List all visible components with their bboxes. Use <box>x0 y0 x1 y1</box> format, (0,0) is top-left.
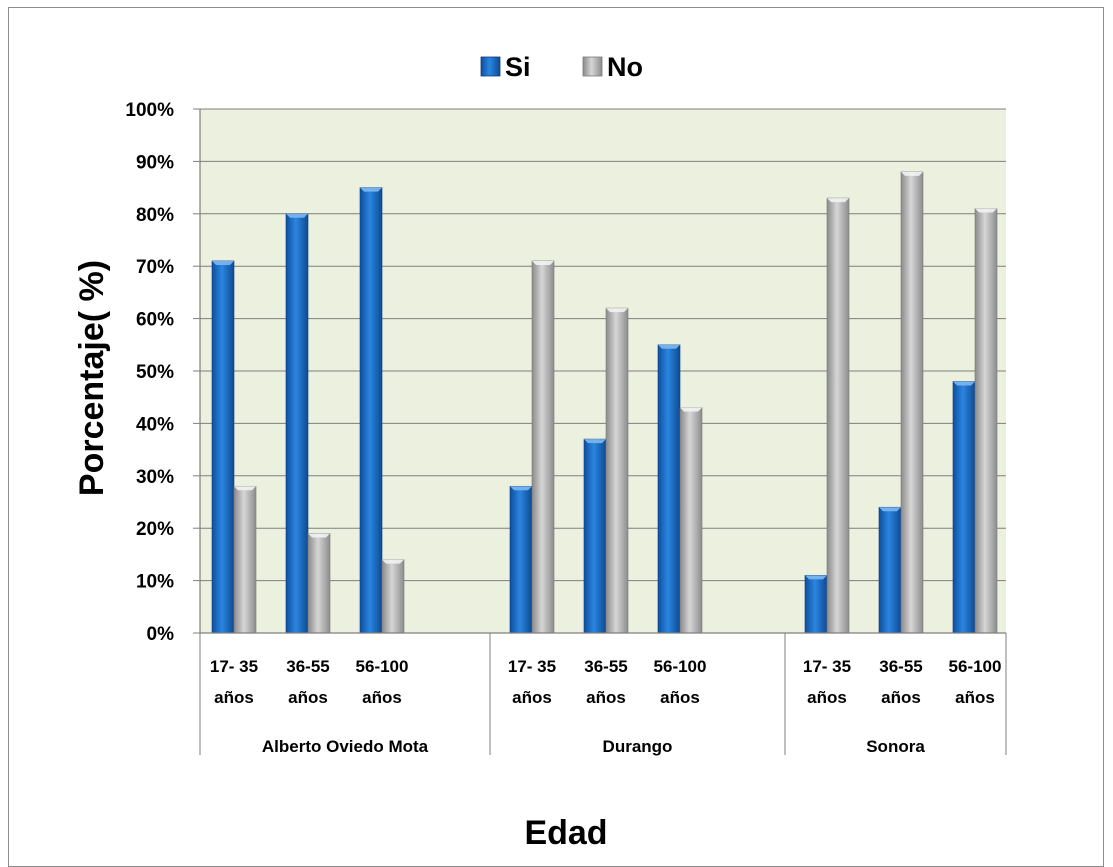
bar-top-highlight <box>975 208 997 213</box>
bar-no <box>381 559 405 634</box>
bar-si <box>359 187 383 634</box>
bar-no <box>531 260 555 634</box>
bar-top-highlight <box>879 507 901 512</box>
bar-top-highlight <box>953 381 975 386</box>
bar-top-highlight <box>234 486 256 491</box>
y-tick-label: 60% <box>136 310 174 331</box>
bar-top-highlight <box>532 260 554 265</box>
bar-si <box>509 485 533 634</box>
x-axis-label: Edad <box>524 814 607 852</box>
legend-swatch-no <box>582 56 603 77</box>
bar-top-highlight <box>382 559 404 564</box>
x-tick-label: 17- 35 <box>210 657 258 676</box>
x-tick-label: años <box>586 688 626 707</box>
x-tick-label: 36-55 <box>286 657 329 676</box>
bars <box>211 171 998 634</box>
legend-swatch-si <box>480 56 501 77</box>
bar-no <box>307 533 331 634</box>
x-tick-label: 17- 35 <box>803 657 851 676</box>
legend-label-no: No <box>607 52 643 82</box>
y-tick-label: 80% <box>136 205 174 226</box>
bar-si <box>804 575 828 634</box>
y-tick-label: 20% <box>136 519 174 540</box>
bar-top-highlight <box>308 533 330 538</box>
bar-top-highlight <box>901 171 923 176</box>
x-tick-label: 56-100 <box>949 657 1002 676</box>
x-tick-label: 17- 35 <box>508 657 556 676</box>
x-group-label: Durango <box>603 737 673 756</box>
y-tick-labels: 0% 10% 20% 30% 40% 50% 60% 70% 80% 90% 100% <box>125 100 174 645</box>
x-group-label: Sonora <box>866 737 925 756</box>
bar-top-highlight <box>606 308 628 313</box>
bar-no <box>900 171 924 634</box>
y-tick-label: 100% <box>125 100 174 121</box>
bar-si <box>878 506 902 634</box>
x-tick-label: años <box>214 688 254 707</box>
y-tick-label: 50% <box>136 362 174 383</box>
legend-label-si: Si <box>505 52 531 82</box>
x-tick-label: años <box>807 688 847 707</box>
bar-top-highlight <box>827 198 849 203</box>
bar-no <box>233 485 257 634</box>
x-tick-label: 36-55 <box>879 657 922 676</box>
bar-top-highlight <box>584 439 606 444</box>
x-tick-label: años <box>288 688 328 707</box>
bar-no <box>679 407 703 634</box>
y-tick-label: 10% <box>136 572 174 593</box>
y-tick-label: 70% <box>136 257 174 278</box>
bar-si <box>952 381 976 634</box>
x-tick-label: años <box>512 688 552 707</box>
x-tick-label: años <box>881 688 921 707</box>
y-tick-label: 40% <box>136 414 174 435</box>
y-tick-label: 0% <box>147 624 175 645</box>
x-tick-label: 56-100 <box>356 657 409 676</box>
x-tick-labels: 17- 35 años 36-55 años 56-100 años Alberto Ovi… <box>210 657 1002 756</box>
x-tick-label: años <box>955 688 995 707</box>
x-tick-label: años <box>362 688 402 707</box>
bar-top-highlight <box>658 344 680 349</box>
x-tick-label: años <box>660 688 700 707</box>
bar-no <box>605 307 629 634</box>
bar-top-highlight <box>360 187 382 192</box>
axes <box>199 109 1007 755</box>
bar-no <box>826 197 850 634</box>
y-tick-label: 30% <box>136 467 174 488</box>
x-tick-label: 36-55 <box>584 657 627 676</box>
bar-top-highlight <box>510 486 532 491</box>
bar-no <box>974 208 998 634</box>
bar-si <box>657 344 681 634</box>
bar-top-highlight <box>805 575 827 580</box>
bar-top-highlight <box>286 213 308 218</box>
bar-si <box>285 213 309 634</box>
x-group-label: Alberto Oviedo Mota <box>262 737 429 756</box>
bar-si <box>583 438 607 634</box>
y-tick-label: 90% <box>136 152 174 173</box>
x-tick-label: 56-100 <box>654 657 707 676</box>
legend: Si No <box>480 52 643 82</box>
bar-top-highlight <box>212 260 234 265</box>
bar-si <box>211 260 235 634</box>
bar-top-highlight <box>680 407 702 412</box>
y-axis-label: Porcentaje( %) <box>73 260 111 496</box>
